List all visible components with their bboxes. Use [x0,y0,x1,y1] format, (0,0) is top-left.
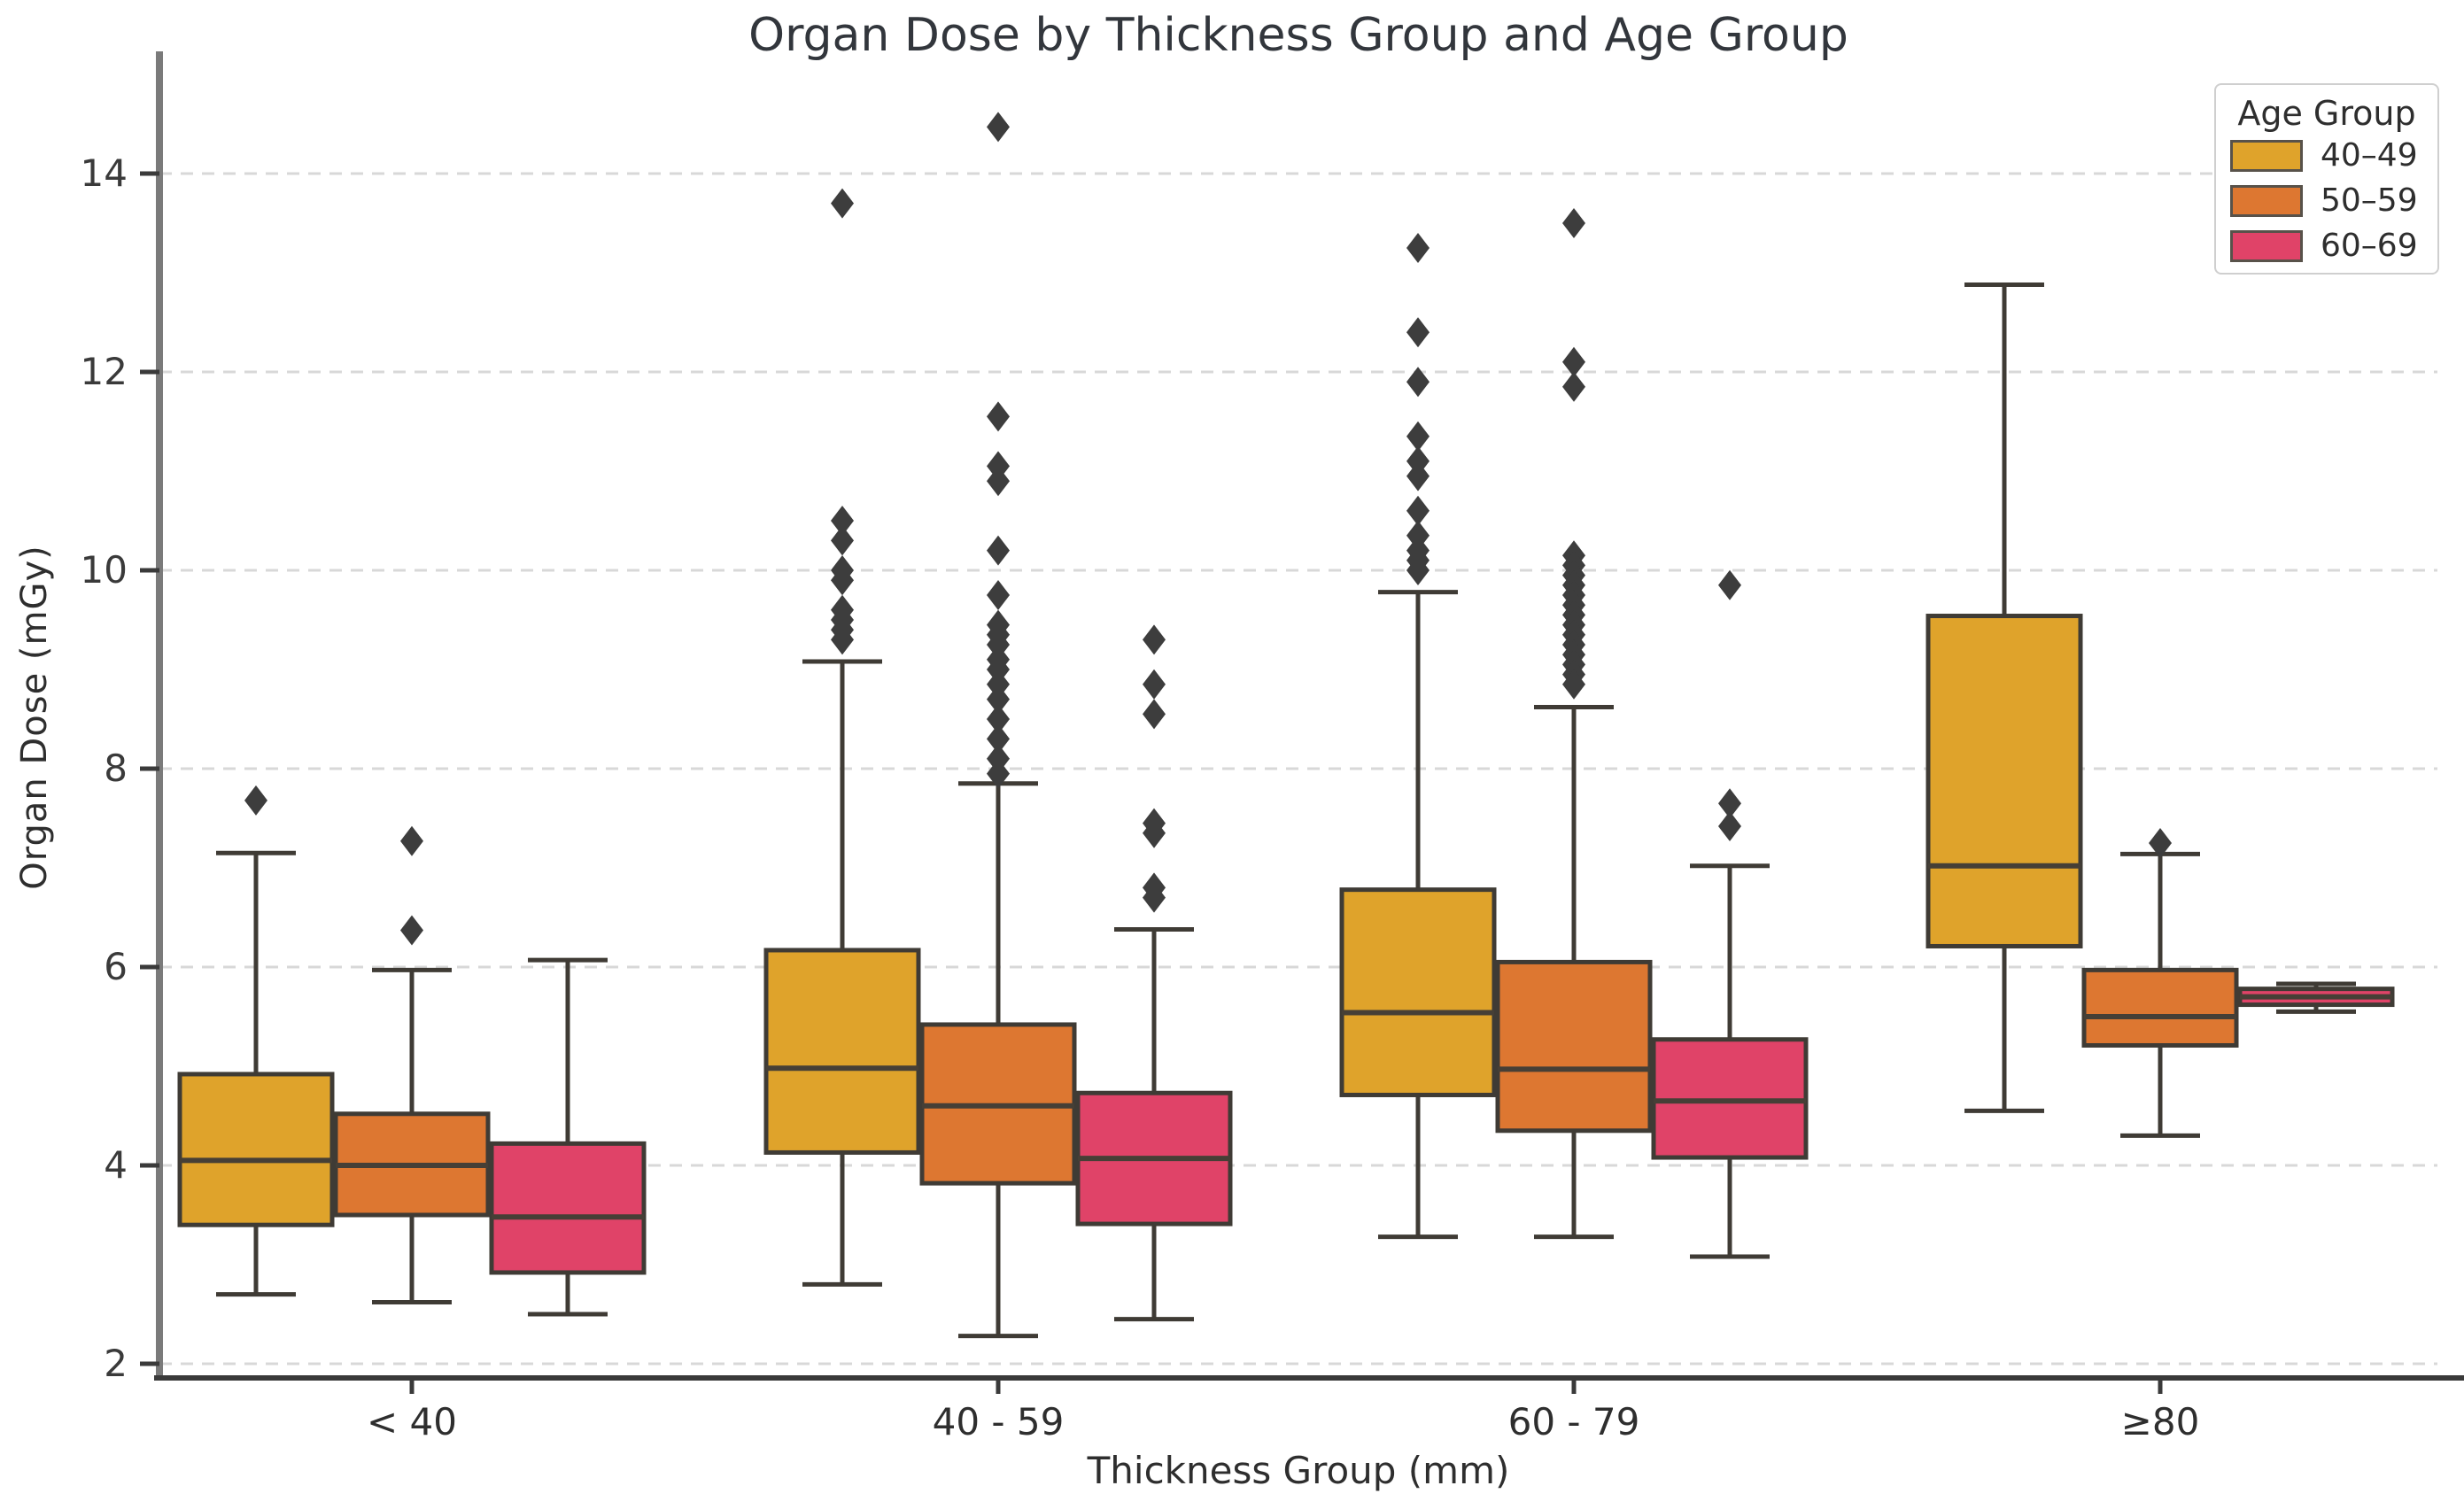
box-50-59-group2-outlier [987,724,1010,754]
box-40-49-group2-outlier [831,525,854,556]
box-50-59-group2-outlier [987,535,1010,566]
y-tick-label-14: 14 [81,151,128,195]
x-tick-label-2: 40 - 59 [933,1400,1065,1443]
y-tick-label-12: 12 [81,350,128,393]
box-60-69-group2-outlier [1143,699,1166,730]
x-tick-label-4: ≥80 [2121,1400,2200,1443]
y-tick-label-6: 6 [104,945,128,988]
legend-entry-label: 40–49 [2321,137,2418,174]
y-axis-label: Organ Dose (mGy) [14,545,55,890]
y-tick-label-2: 2 [104,1342,128,1385]
box-40-49-group3-outlier [1406,555,1430,585]
y-tick-label-8: 8 [104,747,128,790]
box-50-59-group1-outlier [400,915,423,946]
box-50-59-group2-outlier [987,112,1010,143]
box-50-59-group2-outlier [987,580,1010,610]
box-40-49-group4 [1925,614,2083,948]
box-50-59-group2-outlier [987,401,1010,432]
legend-entry-3: 60–69 [2216,223,2437,268]
legend-entry-label: 60–69 [2321,228,2418,264]
box-40-49-group3-outlier [1406,460,1430,491]
legend-entry-label: 50–59 [2321,182,2418,219]
legend-entries: 40–49 50–59 60–69 [2216,133,2437,268]
x-tick-label-3: 60 - 79 [1508,1400,1640,1443]
box-50-59-group3 [1495,959,1653,1134]
box-50-59-group3-outlier [1562,371,1585,402]
box-60-69-group3-outlier [1718,810,1741,841]
box-50-59-group1-outlier [400,825,423,856]
box-40-49-group3 [1339,887,1497,1097]
box-40-49-group3-outlier [1406,317,1430,348]
box-60-69-group3-outlier [1718,788,1741,819]
legend-swatch-icon [2230,229,2303,262]
box-50-59-group3-outlier [1562,669,1585,700]
box-40-49-group1-outlier [244,785,267,816]
box-50-59-group3-outlier [1562,346,1585,377]
box-60-69-group2-outlier [1143,624,1166,655]
legend-entry-2: 50–59 [2216,178,2437,223]
box-60-69-group2-outlier [1143,882,1166,913]
box-40-49-group2-outlier [831,506,854,536]
y-tick-label-4: 4 [104,1143,128,1187]
box-50-59-group4 [2081,967,2239,1048]
box-40-49-group3-outlier [1406,233,1430,263]
chart-title: Organ Dose by Thickness Group and Age Gr… [748,9,1848,62]
y-tick-label-10: 10 [81,548,128,592]
box-50-59-group4-outlier [2149,828,2172,858]
box-60-69-group1 [489,1141,647,1275]
box-40-49-group2-outlier [831,624,854,655]
box-40-49-group2 [763,948,921,1155]
x-tick-label-1: < 40 [367,1400,457,1443]
box-40-49-group2-outlier [831,565,854,596]
box-40-49-group2-outlier [831,188,854,219]
box-60-69-group2-outlier [1143,817,1166,848]
box-50-59-group3-outlier [1562,208,1585,238]
x-axis-label: Thickness Group (mm) [1087,1449,1510,1492]
legend-title: Age Group [2237,94,2416,133]
legend: Age Group 40–49 50–59 60–69 [2214,83,2439,275]
legend-entry-1: 40–49 [2216,133,2437,178]
box-50-59-group2-outlier [987,684,1010,715]
box-40-49-group1 [177,1072,335,1227]
legend-swatch-icon [2230,139,2303,172]
box-40-49-group3-outlier [1406,367,1430,398]
box-40-49-group3-outlier [1406,421,1430,452]
box-50-59-group2-outlier [987,704,1010,734]
box-60-69-group3-outlier [1718,569,1741,600]
box-60-69-group2-outlier [1143,669,1166,700]
box-50-59-group2-outlier [987,758,1010,789]
box-50-59-group2-outlier [987,466,1010,497]
box-40-49-group3-outlier [1406,495,1430,526]
legend-swatch-icon [2230,184,2303,217]
